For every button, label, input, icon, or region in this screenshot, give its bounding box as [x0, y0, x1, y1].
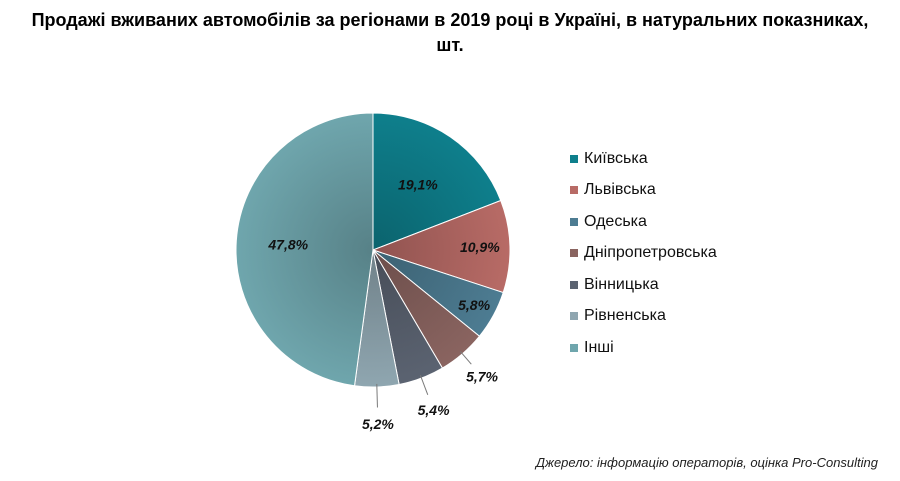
legend-item: Одеська [570, 206, 717, 238]
data-label-3: 5,8% [458, 297, 490, 313]
leader-line-4 [460, 351, 472, 365]
legend-label: Рівненська [584, 307, 666, 325]
data-label-2: 10,9% [460, 239, 500, 255]
data-label-5: 5,4% [418, 402, 450, 418]
chart-title-line-2: шт. [436, 35, 464, 55]
legend-label: Львівська [584, 181, 656, 199]
data-label-4: 5,7% [466, 369, 498, 385]
legend-swatch [570, 312, 578, 321]
legend-label: Інші [584, 338, 614, 356]
legend-label: Київська [584, 149, 648, 167]
legend-item: Київська [570, 143, 717, 175]
data-label-6: 5,2% [362, 416, 394, 432]
data-label-7: 47,8% [267, 236, 308, 252]
chart-title-line-1: Продажі вживаних автомобілів за регіонам… [31, 10, 869, 30]
pie-slice-2 [371, 199, 511, 294]
legend-swatch [570, 280, 578, 289]
chart-title: Продажі вживаних автомобілів за регіонам… [0, 8, 900, 58]
leader-line-6 [376, 383, 378, 408]
legend-swatch [570, 217, 578, 226]
leader-line-5 [419, 375, 429, 395]
data-label-1: 19,1% [398, 176, 438, 192]
legend-swatch [570, 343, 578, 352]
legend-item: Львівська [570, 175, 717, 207]
legend-label: Дніпропетровська [584, 244, 717, 262]
pie-slice-7 [235, 112, 374, 387]
source-note: Джерело: інформацію операторів, оцінка P… [535, 455, 878, 470]
legend-item: Рівненська [570, 301, 717, 333]
legend-swatch [570, 186, 578, 195]
legend-label: Вінницька [584, 275, 659, 293]
legend-label: Одеська [584, 212, 647, 230]
pie-slice-1 [372, 112, 502, 251]
legend-swatch [570, 154, 578, 163]
legend-item: Інші [570, 332, 717, 364]
leader-lines [376, 351, 472, 408]
data-labels: 19,1% 10,9% 5,8% 5,7% 5,4% 5,2% 47,8% [267, 176, 500, 431]
pie-slices [235, 112, 511, 388]
legend-item: Вінницька [570, 269, 717, 301]
legend-swatch [570, 249, 578, 258]
legend-item: Дніпропетровська [570, 238, 717, 270]
legend: Київська Львівська Одеська Дніпропетровська… [570, 143, 717, 364]
